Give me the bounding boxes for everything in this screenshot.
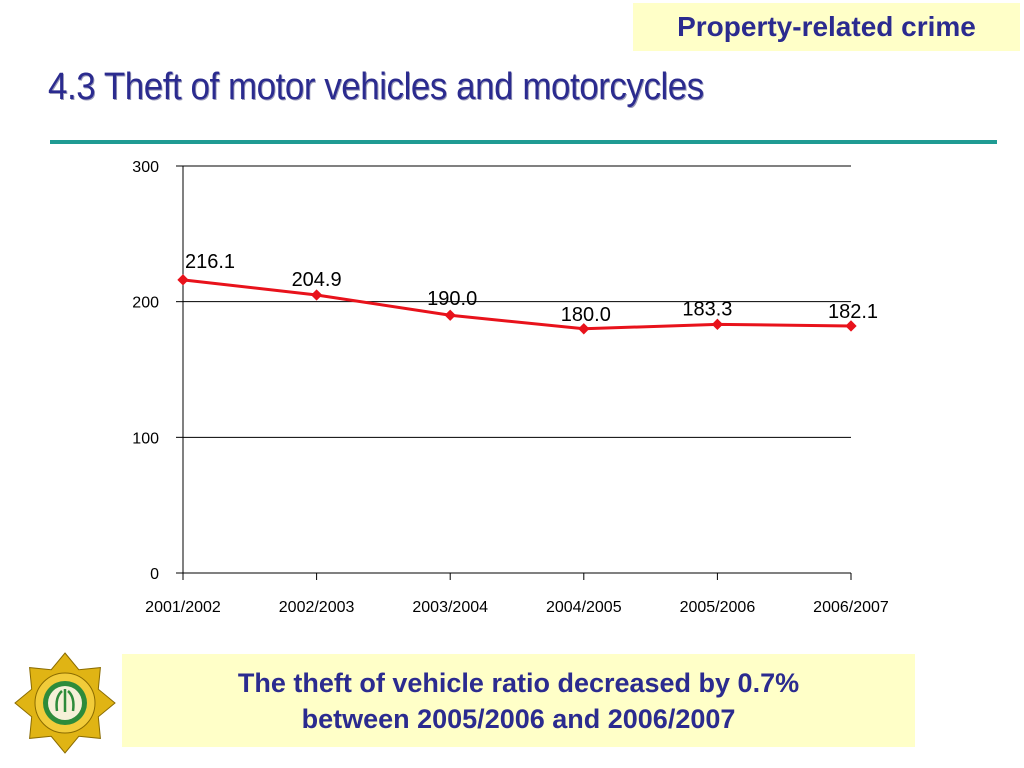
x-tick-label: 2003/2004: [412, 599, 488, 616]
y-tick-label: 200: [132, 295, 159, 312]
x-tick-label: 2001/2002: [145, 599, 221, 616]
data-label: 190.0: [427, 288, 477, 310]
x-tick-label: 2005/2006: [680, 599, 756, 616]
data-label: 216.1: [185, 251, 235, 273]
data-label: 180.0: [561, 304, 611, 326]
y-tick-label: 0: [150, 566, 159, 583]
data-point: [845, 320, 857, 332]
data-point: [310, 289, 323, 301]
series-line: [182, 278, 852, 331]
data-point: [444, 309, 456, 321]
title-divider: [50, 140, 997, 144]
data-label: 204.9: [292, 269, 342, 291]
data-point: [578, 323, 590, 335]
data-label: 182.1: [828, 301, 878, 323]
data-label: 183.3: [682, 298, 732, 320]
y-tick-label: 100: [132, 430, 159, 447]
line-chart: 0 100 200 300 2001/2002 2002/2003 2003/2004 200…: [132, 159, 889, 616]
police-star-emblem-icon: [14, 652, 116, 754]
caption-line-1: The theft of vehicle ratio decreased by …: [237, 667, 800, 698]
summary-caption: The theft of vehicle ratio decreased by …: [122, 654, 915, 747]
caption-line-2: between 2005/2006 and 2006/2007: [301, 703, 736, 734]
category-tag: Property-related crime: [633, 3, 1020, 51]
x-tick-label: 2004/2005: [546, 599, 622, 616]
slide-title: 4.3 Theft of motor vehicles and motorcyc…: [48, 66, 704, 108]
x-tick-label: 2002/2003: [279, 599, 355, 616]
x-tick-label: 2006/2007: [813, 599, 889, 616]
data-point: [177, 274, 189, 286]
data-point: [711, 318, 724, 330]
y-tick-label: 300: [132, 159, 159, 176]
